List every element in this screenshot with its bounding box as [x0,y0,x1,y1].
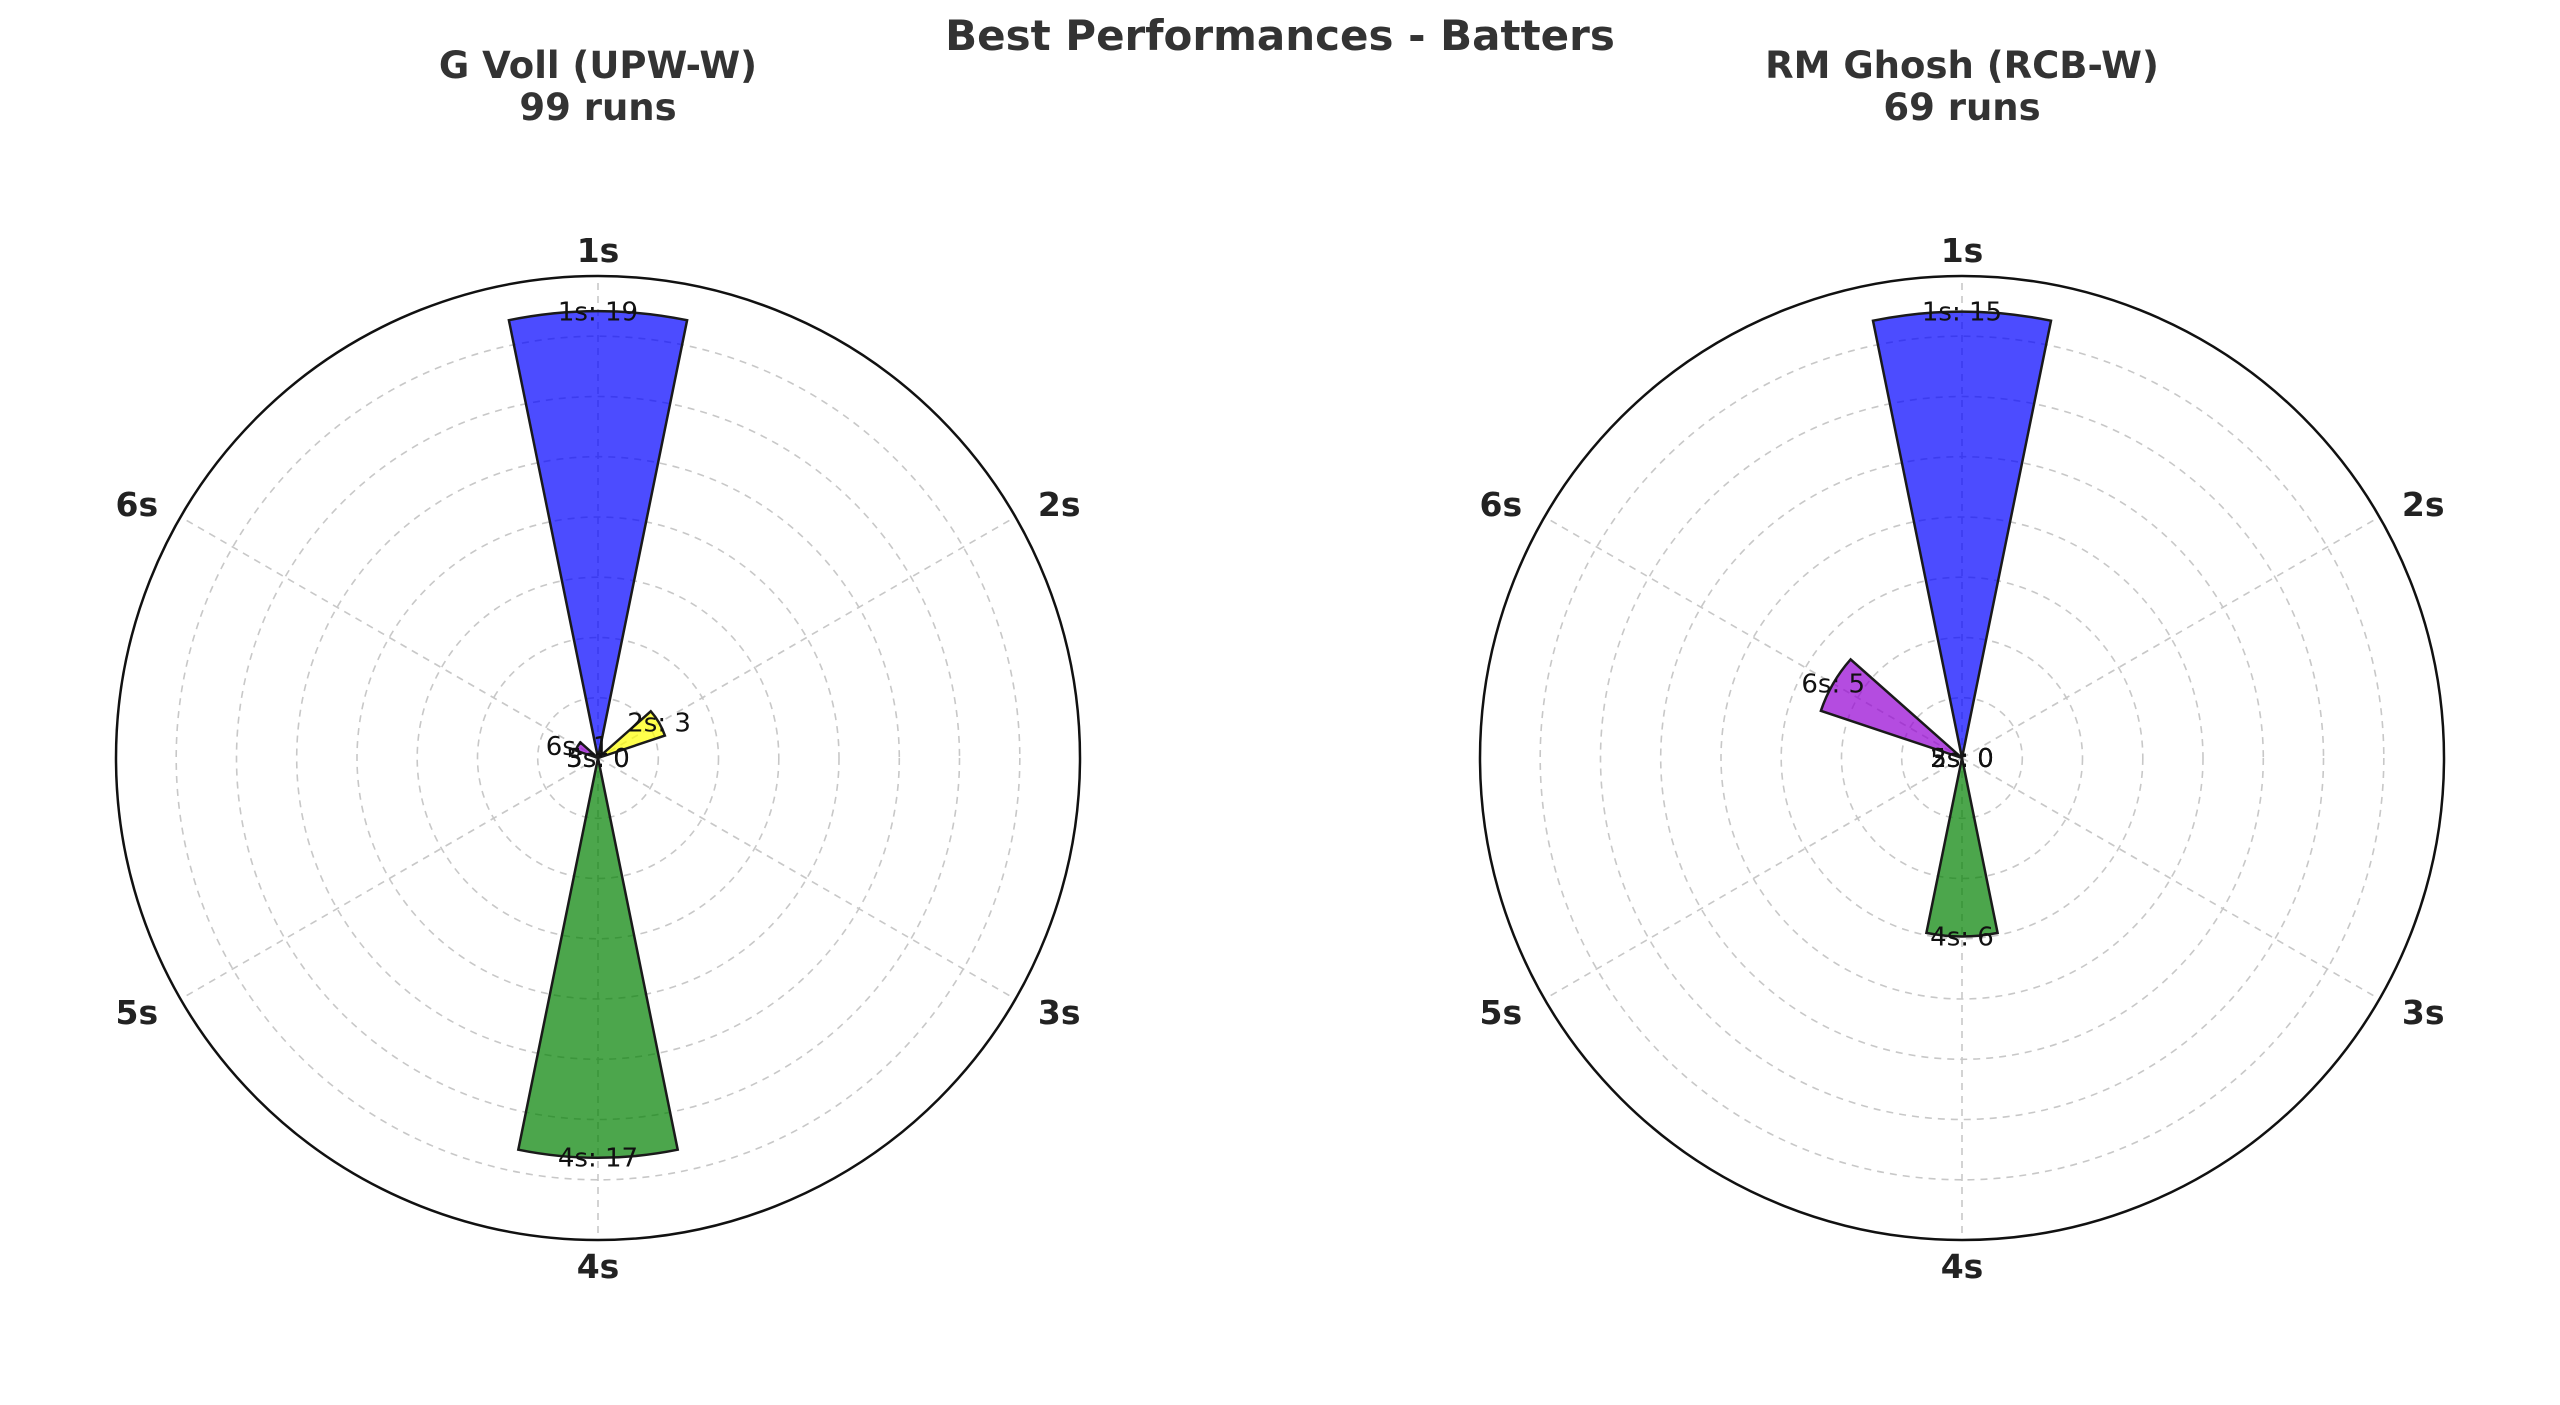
category-label: 5s [1479,993,1522,1032]
grid-ring [1599,395,2325,1121]
data-label: 4s: 6 [1930,923,1994,953]
bar-2s [597,709,667,760]
polar-chart-g-voll: G Voll (UPW-W) 99 runs 1s 2s 3s 4s 5s 6s 1s: 1… [114,44,1082,1286]
grid-ring [1840,636,2084,880]
data-label: 3s: 0 [566,744,630,774]
category-label: 3s [1038,993,1081,1032]
category-label: 2s [1038,485,1081,524]
data-label: 5s: 0 [566,744,630,774]
category-label: 1s [1941,231,1984,270]
polar-frame [114,274,1082,1242]
grid-spoke [597,757,1016,1000]
figure-title: Best Performances - Batters [945,11,1615,60]
data-label: 1s: 15 [1922,298,2002,328]
bars [507,310,689,1159]
category-label: 4s [577,1247,620,1286]
data-label: 6s: 5 [1801,670,1865,700]
data-label: 5s: 0 [1930,744,1994,774]
data-labels: 1s: 15 2s: 03s: 0 4s: 6 5s: 0 6s: 5 [1801,298,2002,953]
grid-ring [235,395,961,1121]
bar-6s [1819,657,1963,760]
chart-subtitle: 69 runs [1883,86,2040,129]
category-label: 3s [2402,993,2445,1032]
bar-4s [1924,757,2000,938]
grid-spoke [597,516,1016,759]
bar-1s [1871,310,2053,759]
grid-ring [175,335,1021,1181]
grid-spoke [180,757,599,1000]
bar-6s [574,740,599,760]
category-label: 6s [1479,485,1522,524]
grid-spoke [1544,757,1963,1000]
bar-4s [516,757,680,1159]
polar-frame [1478,274,2446,1242]
data-label: 3s: 0 [1930,744,1994,774]
data-label: 1s: 19 [558,297,638,327]
data-label: 6s: 1 [546,732,610,762]
category-label: 6s [115,485,158,524]
category-labels: 1s 2s 3s 4s 5s 6s [115,231,1080,1286]
grid-ring [476,636,720,880]
data-label: 2s: 3 [627,709,691,739]
category-label: 4s [1941,1247,1984,1286]
data-labels: 1s: 19 2s: 3 3s: 0 4s: 17 5s: 06s: 1 [546,297,691,1173]
bar-1s [507,310,689,759]
grid-spoke [180,516,599,759]
chart-subtitle: 99 runs [519,86,676,129]
chart-title: RM Ghosh (RCB-W) [1765,44,2159,87]
category-label: 5s [115,993,158,1032]
data-label: 4s: 17 [558,1144,638,1174]
grid-spoke [1961,757,2380,1000]
data-label: 2s: 0 [1930,744,1994,774]
grid-spoke [1961,516,2380,759]
category-label: 2s [2402,485,2445,524]
polar-chart-rm-ghosh: RM Ghosh (RCB-W) 69 runs 1s 2s 3s 4s 5s 6s 1s:… [1478,44,2446,1286]
category-label: 1s [577,231,620,270]
bars [1819,310,2053,938]
chart-title: G Voll (UPW-W) [439,44,757,87]
grid-ring [1539,335,2385,1181]
category-labels: 1s 2s 3s 4s 5s 6s [1479,231,2444,1286]
